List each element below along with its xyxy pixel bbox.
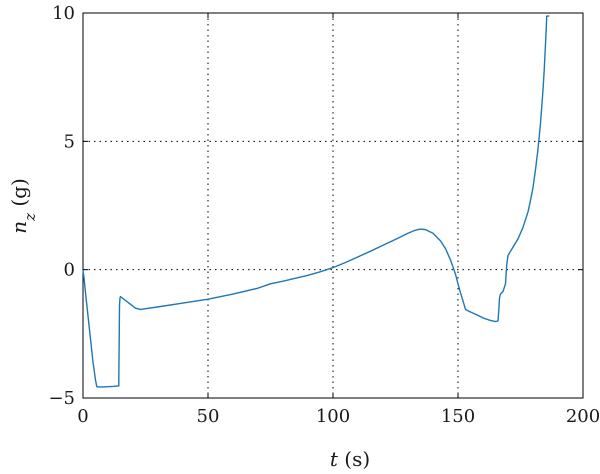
x-tick-label: 100 (316, 406, 350, 427)
y-axis-label: nz (g) (7, 178, 39, 234)
grid-lines (83, 13, 583, 398)
x-tick-labels: 0 50 100 150 200 (77, 406, 600, 427)
y-axis-unit: (g) (7, 178, 31, 213)
y-tick-label: 10 (52, 3, 75, 24)
x-tick-label: 50 (197, 406, 220, 427)
y-tick-labels: −5 0 5 10 (48, 3, 75, 409)
y-tick-label: −5 (48, 388, 75, 409)
x-tick-label: 150 (441, 406, 475, 427)
series-line (82, 15, 550, 388)
x-axis-unit: (s) (338, 447, 370, 471)
y-tick-label: 0 (64, 260, 75, 281)
x-tick-label: 0 (77, 406, 88, 427)
y-axis-var: n (7, 221, 31, 234)
axis-ticks (82, 12, 584, 399)
y-axis-sub: z (21, 213, 39, 222)
x-tick-label: 200 (566, 406, 600, 427)
y-tick-label: 5 (64, 131, 75, 152)
x-axis-var: t (330, 447, 339, 471)
x-axis-label: t (s) (330, 447, 370, 471)
